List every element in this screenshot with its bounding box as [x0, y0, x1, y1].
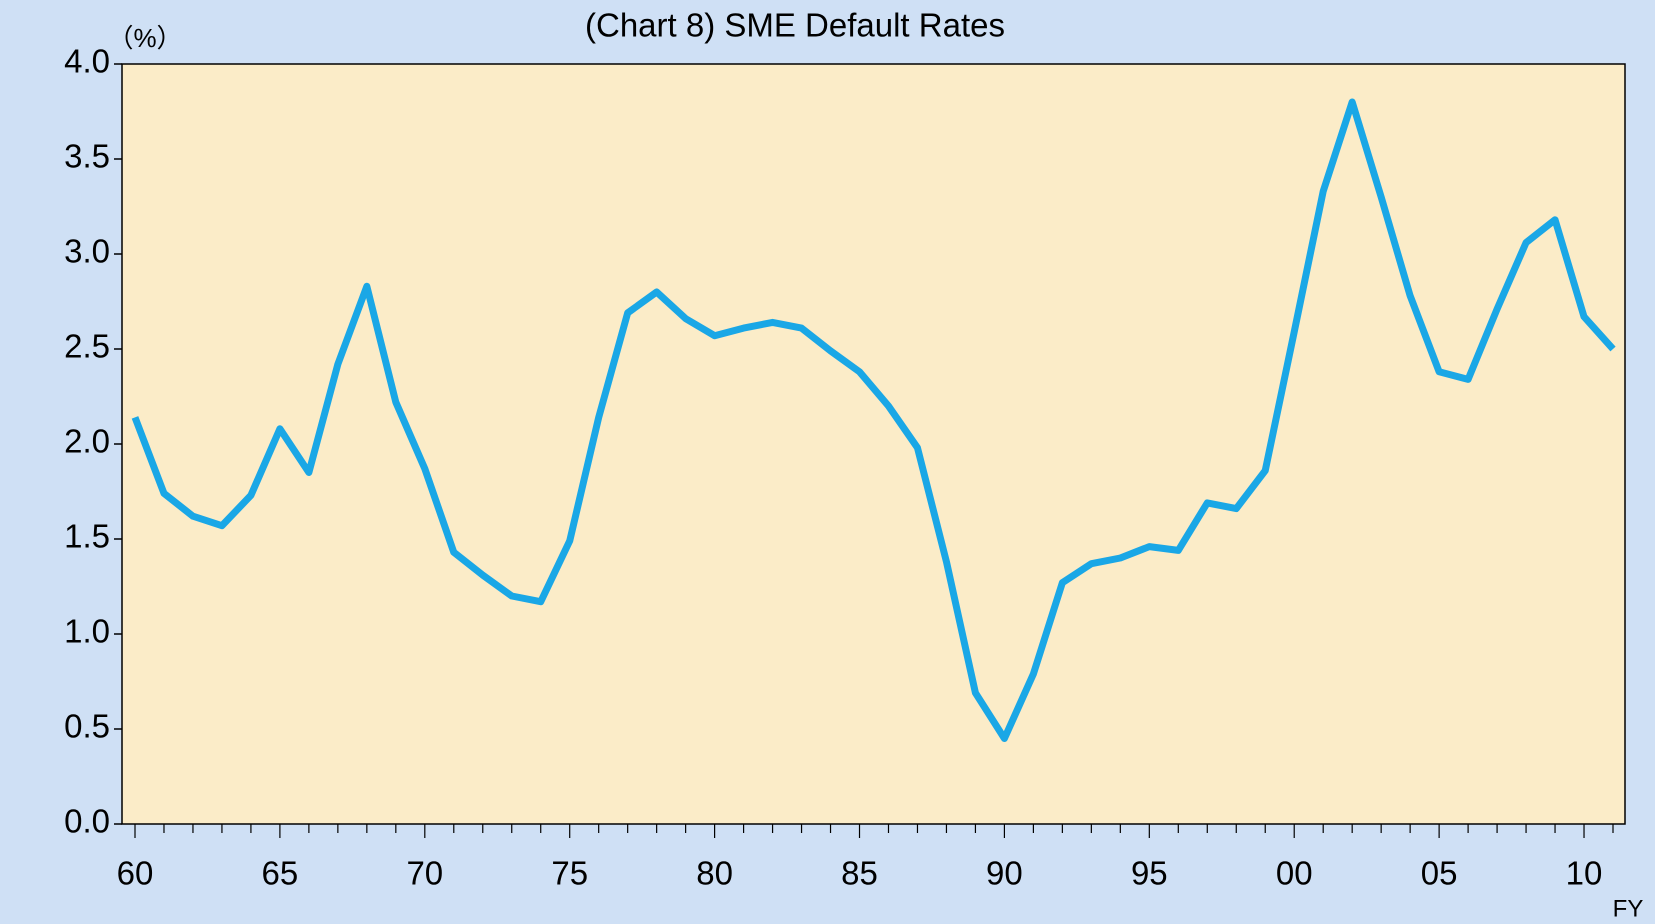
y-tick-label: 0.0 [64, 803, 110, 840]
y-tick-label: 3.5 [64, 138, 110, 175]
y-tick-label: 1.0 [64, 613, 110, 650]
x-tick-label: 00 [1276, 855, 1313, 892]
x-tick-label: 85 [841, 855, 878, 892]
data-line [131, 98, 1616, 742]
x-tick-label: 80 [696, 855, 733, 892]
plot-area [121, 63, 1626, 825]
x-tick-label: 70 [406, 855, 443, 892]
y-tick-label: 2.5 [64, 328, 110, 365]
y-tick-label: 3.0 [64, 233, 110, 270]
y-tick-label: 1.5 [64, 518, 110, 555]
y-tick-label: 0.5 [64, 708, 110, 745]
x-tick-label: 75 [551, 855, 588, 892]
y-tick-label: 2.0 [64, 423, 110, 460]
x-tick-label: 95 [1131, 855, 1168, 892]
y-axis-label: （%） [107, 23, 182, 53]
x-axis-label: FY [1613, 895, 1644, 922]
y-tick-label: 4.0 [64, 43, 110, 80]
x-tick-label: 05 [1421, 855, 1458, 892]
x-tick-label: 90 [986, 855, 1023, 892]
x-tick-label: 65 [262, 855, 299, 892]
chart-title: (Chart 8) SME Default Rates [585, 7, 1005, 44]
x-tick-label: 10 [1566, 855, 1603, 892]
x-tick-label: 60 [117, 855, 154, 892]
